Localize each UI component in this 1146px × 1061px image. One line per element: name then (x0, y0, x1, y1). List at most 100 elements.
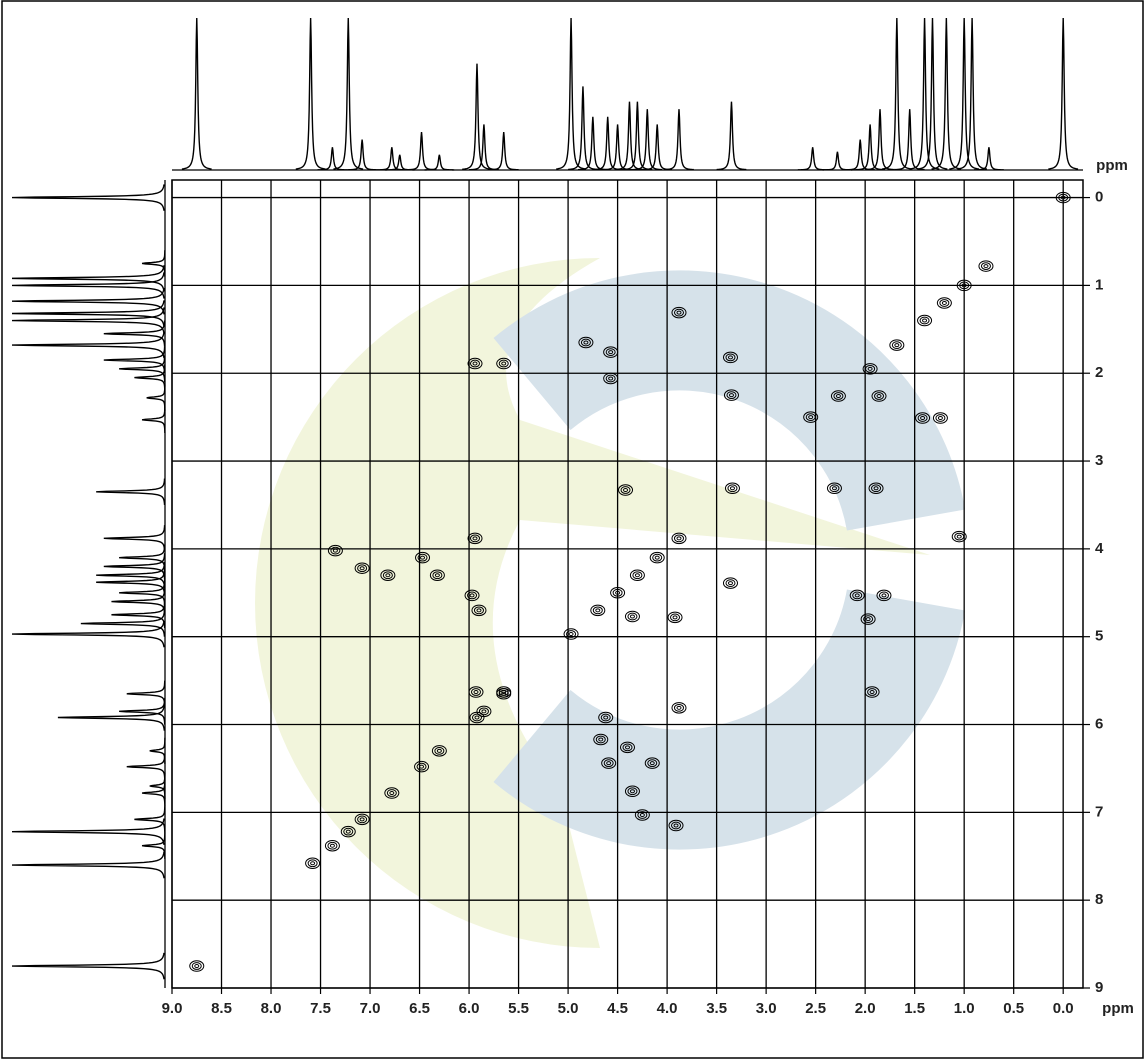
cross-peak (590, 604, 606, 617)
contour (727, 484, 738, 493)
cross-peak (603, 372, 619, 385)
contour (876, 589, 892, 602)
contour (867, 688, 878, 696)
contour (357, 815, 368, 824)
contour (627, 612, 638, 621)
left-projection-peak (141, 406, 166, 433)
contour (627, 787, 638, 796)
contour (429, 569, 445, 581)
contour (327, 841, 338, 850)
contour (590, 604, 606, 617)
y-tick-label: 1 (1095, 276, 1103, 293)
cross-peak (496, 357, 512, 370)
x-tick-label: 1.5 (904, 1000, 925, 1017)
contour (860, 613, 876, 625)
contour (191, 962, 202, 970)
x-tick-label: 5.0 (558, 1000, 579, 1017)
cross-peak (380, 569, 396, 581)
left-projection-peak (141, 250, 166, 277)
contour (919, 316, 930, 325)
contour (608, 350, 614, 355)
contour (324, 839, 340, 852)
contour (194, 964, 200, 969)
contour (649, 761, 655, 766)
cross-peak (189, 960, 205, 972)
x-tick-label: 7.0 (360, 1000, 381, 1017)
cross-peak (598, 711, 614, 724)
contour (386, 789, 397, 797)
cross-peak (671, 702, 687, 714)
contour (474, 715, 480, 720)
contour (729, 486, 735, 491)
contour (937, 416, 943, 421)
top-projection-peak (957, 17, 988, 170)
contour (854, 593, 860, 598)
contour (434, 573, 440, 578)
cross-peak (464, 589, 480, 602)
contour (676, 536, 682, 541)
contour (608, 376, 614, 381)
y-tick-label: 5 (1095, 628, 1103, 645)
contour (868, 482, 884, 495)
y-tick-label: 9 (1095, 979, 1103, 996)
cross-peak (601, 757, 617, 769)
contour (359, 566, 365, 571)
top-projection-peak (376, 147, 407, 171)
contour (676, 310, 682, 315)
cross-peak (429, 569, 445, 581)
contour (865, 617, 871, 622)
contour (829, 484, 840, 493)
contour (671, 532, 687, 545)
contour (917, 414, 928, 422)
left-projection-peak (11, 287, 165, 315)
top-projection-peak (797, 147, 828, 171)
cross-peak (803, 411, 819, 423)
cross-peak (384, 787, 400, 799)
contour (612, 588, 623, 597)
cross-peak (624, 785, 640, 798)
contour (606, 761, 612, 766)
cross-peak (722, 351, 738, 364)
contour (476, 705, 492, 718)
left-projection-peak (11, 952, 165, 980)
left-projection-peak (146, 384, 166, 411)
contour (634, 809, 650, 821)
contour (501, 690, 507, 695)
y-tick-label: 8 (1095, 891, 1103, 908)
contour (470, 359, 481, 368)
contour (330, 546, 341, 555)
x-tick-label: 1.0 (954, 1000, 975, 1017)
x-tick-label: 4.5 (607, 1000, 628, 1017)
contour (805, 413, 816, 422)
contour (959, 281, 970, 290)
contour (389, 791, 395, 796)
contour (578, 336, 594, 349)
contour (332, 548, 338, 553)
left-projection-peak (11, 272, 165, 299)
contour (956, 279, 972, 292)
left-projection-peak (126, 680, 166, 707)
top-projection-peak (568, 86, 598, 171)
contour (936, 297, 952, 309)
contour (605, 348, 616, 357)
contour (1055, 191, 1071, 204)
contour (601, 757, 617, 769)
contour (871, 484, 882, 493)
y-tick-label: 4 (1095, 540, 1104, 557)
contour (670, 613, 681, 622)
contour (436, 748, 442, 753)
contour (566, 630, 577, 638)
cross-peak (324, 839, 340, 852)
y-tick-label: 3 (1095, 452, 1103, 469)
cross-peak (951, 530, 967, 543)
contour (623, 488, 629, 493)
contour (473, 606, 484, 615)
left-projection-peak (57, 704, 166, 731)
contour (673, 534, 684, 543)
left-projection-peak (11, 818, 165, 845)
contour (476, 608, 482, 613)
top-projection-peak (632, 109, 663, 171)
top-projection-peak (931, 17, 962, 170)
contour (722, 351, 738, 364)
